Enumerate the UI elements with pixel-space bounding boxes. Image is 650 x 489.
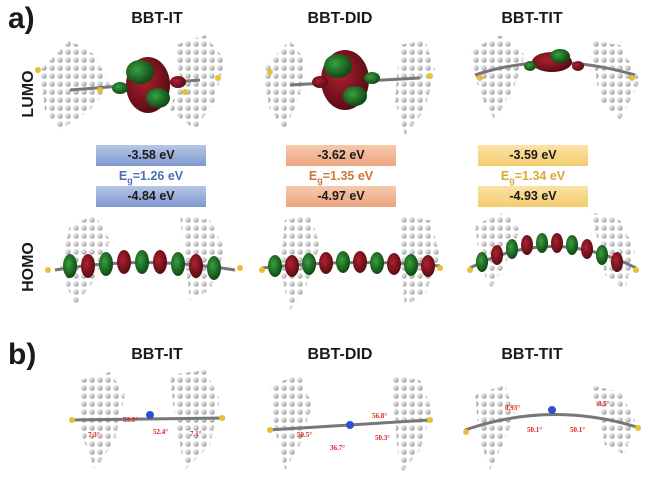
- homo-energy-bbt-did: -4.97 eV: [286, 186, 396, 207]
- homo-bbt-it: [45, 215, 243, 305]
- angle-it-3: 52.4°: [153, 428, 168, 436]
- lumo-bbt-it: [35, 35, 225, 130]
- panel-a-label: a): [8, 2, 35, 35]
- title-a-bbt-did: BBT-DID: [307, 10, 373, 27]
- homo-energy-bbt-tit: -4.93 eV: [478, 186, 588, 207]
- angle-it-1: 7.3°: [88, 431, 100, 439]
- lumo-energy-bbt-it: -3.58 eV: [96, 145, 206, 166]
- bandgap-bbt-tit: Eg=1.34 eV: [500, 169, 566, 186]
- structure-bbt-tit: [463, 385, 641, 470]
- homo-bbt-tit: [467, 212, 639, 290]
- angle-did-4: 50.3°: [375, 434, 390, 442]
- angle-did-3: 56.8°: [372, 412, 387, 420]
- homo-energy-bbt-it: -4.84 eV: [96, 186, 206, 207]
- lumo-energy-bbt-did: -3.62 eV: [286, 145, 396, 166]
- lumo-bbt-tit: [470, 35, 640, 120]
- angle-tit-3: 50.1°: [570, 426, 585, 434]
- structure-bbt-it: [69, 370, 226, 470]
- angle-tit-4: 8.5°: [598, 400, 610, 408]
- title-b-bbt-it: BBT-IT: [131, 346, 183, 363]
- angle-it-4: 7.1°: [190, 430, 202, 438]
- title-b-bbt-did: BBT-DID: [307, 346, 373, 363]
- panel-b-label: b): [8, 338, 37, 371]
- bandgap-bbt-did: Eg=1.35 eV: [308, 169, 374, 186]
- structure-bbt-did: [267, 375, 433, 475]
- angle-tit-1: 0.93°: [505, 404, 520, 412]
- lumo-bbt-did: [262, 40, 435, 135]
- lumo-energy-bbt-tit: -3.59 eV: [478, 145, 588, 166]
- angle-did-2: 36.7°: [330, 444, 345, 452]
- title-b-bbt-tit: BBT-TIT: [501, 346, 563, 363]
- angle-it-2: 53.0°: [123, 416, 138, 424]
- title-a-bbt-tit: BBT-TIT: [501, 10, 563, 27]
- angle-tit-2: 50.1°: [527, 426, 542, 434]
- homo-bbt-did: [259, 215, 443, 310]
- angle-did-1: 50.5°: [297, 431, 312, 439]
- title-a-bbt-it: BBT-IT: [131, 10, 183, 27]
- bandgap-bbt-it: Eg=1.26 eV: [118, 169, 184, 186]
